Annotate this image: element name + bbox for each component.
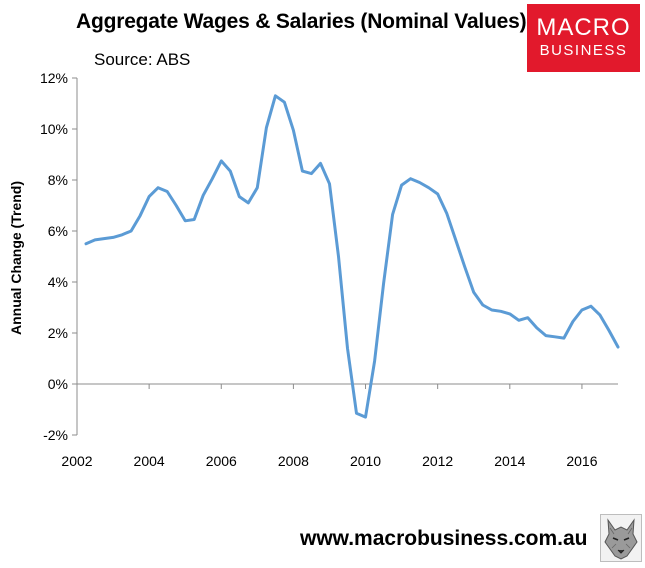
series-line (84, 94, 620, 419)
chart-title: Aggregate Wages & Salaries (Nominal Valu… (76, 10, 527, 33)
logo-line2: BUSINESS (539, 42, 628, 59)
x-tick-label: 2004 (134, 453, 165, 469)
macrobusiness-logo[interactable]: MACRO BUSINESS (527, 4, 640, 72)
logo-line1: MACRO (536, 14, 631, 41)
y-tick-label: 4% (48, 274, 68, 290)
y-tick-label: 2% (48, 325, 68, 341)
y-tick-label: 0% (48, 376, 68, 392)
y-tick-label: -2% (43, 427, 68, 443)
y-tick-label: 6% (48, 223, 68, 239)
chart-source: Source: ABS (94, 50, 191, 69)
wolf-icon (600, 514, 642, 562)
y-tick-label: 8% (48, 172, 68, 188)
x-tick-label: 2010 (350, 453, 381, 469)
x-tick-label: 2012 (422, 453, 453, 469)
y-axis-label: Annual Change (Trend) (8, 181, 24, 335)
footer-url[interactable]: www.macrobusiness.com.au (300, 527, 588, 550)
x-tick-label: 2006 (206, 453, 237, 469)
plot-series (84, 94, 620, 419)
x-tick-label: 2014 (494, 453, 525, 469)
x-tick-label: 2008 (278, 453, 309, 469)
x-axis-ticks: 2002 2004 2006 2008 2010 2012 2014 2016 (61, 384, 598, 469)
x-tick-label: 2016 (566, 453, 597, 469)
y-tick-label: 10% (40, 121, 68, 137)
x-tick-label: 2002 (61, 453, 92, 469)
y-tick-label: 12% (40, 70, 68, 86)
y-axis-ticks: -2% 0% 2% 4% 6% 8% 10% 12% (40, 70, 77, 443)
